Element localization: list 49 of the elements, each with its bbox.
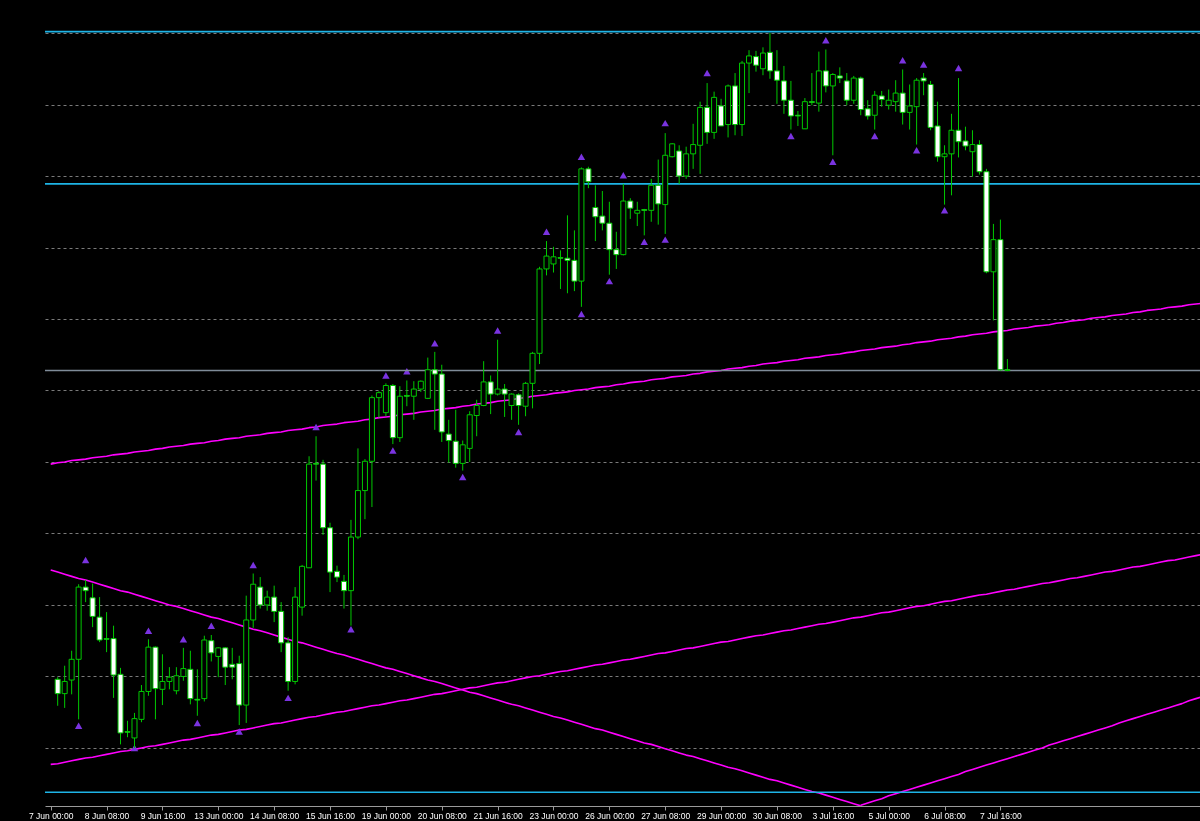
- x-tick-label: 6 Jul 08:00: [924, 810, 967, 821]
- point: [829, 158, 837, 165]
- x-tick-label: 7 Jul 16:00: [980, 810, 1022, 821]
- point: [605, 277, 614, 285]
- point: [312, 423, 320, 431]
- point: [284, 694, 292, 702]
- point: [542, 228, 551, 235]
- point: [640, 238, 648, 245]
- point: [382, 372, 390, 379]
- x-tick-label: 15 Jun 16:00: [305, 810, 356, 821]
- x-tick-label: 8 Jun 08:00: [84, 810, 130, 821]
- point: [389, 447, 397, 454]
- point: [619, 172, 628, 179]
- point: [954, 64, 963, 72]
- x-tick-label: 20 Jun 08:00: [417, 810, 468, 821]
- point: [787, 132, 795, 140]
- x-tick-label: 13 Jun 00:00: [194, 810, 244, 821]
- point: [493, 327, 502, 334]
- x-tick-label: 5 Jul 00:00: [868, 810, 911, 821]
- point: [249, 561, 257, 569]
- x-tick-label: 27 Jun 08:00: [641, 810, 691, 821]
- x-tick-label: 7 Jun 00:00: [28, 810, 74, 821]
- x-tick-label: 14 Jun 08:00: [250, 810, 300, 821]
- point: [144, 627, 153, 634]
- x-tick-label: 19 Jun 00:00: [361, 810, 412, 821]
- point: [193, 719, 202, 727]
- x-tick-label: 29 Jun 00:00: [697, 810, 747, 821]
- point: [459, 473, 467, 481]
- point: [514, 428, 523, 436]
- point: [898, 56, 907, 64]
- point: [577, 153, 586, 160]
- point: [431, 340, 439, 347]
- point: [577, 310, 586, 318]
- candlestick: [445, 419, 452, 464]
- x-tick-label: 21 Jun 16:00: [473, 810, 523, 821]
- point: [235, 728, 243, 735]
- point: [661, 236, 669, 243]
- point: [919, 61, 928, 68]
- point: [207, 622, 216, 629]
- x-tick-label: 9 Jun 16:00: [140, 810, 186, 821]
- point: [81, 556, 90, 564]
- point: [940, 207, 949, 214]
- point: [74, 722, 83, 729]
- x-tick-label: 30 Jun 08:00: [752, 810, 803, 821]
- candlestick: [194, 668, 201, 717]
- x-tick-label: 26 Jun 00:00: [585, 810, 635, 821]
- x-tick-label: 23 Jun 00:00: [529, 810, 579, 821]
- x-tick-label: 3 Jul 16:00: [812, 810, 855, 821]
- point: [871, 132, 879, 140]
